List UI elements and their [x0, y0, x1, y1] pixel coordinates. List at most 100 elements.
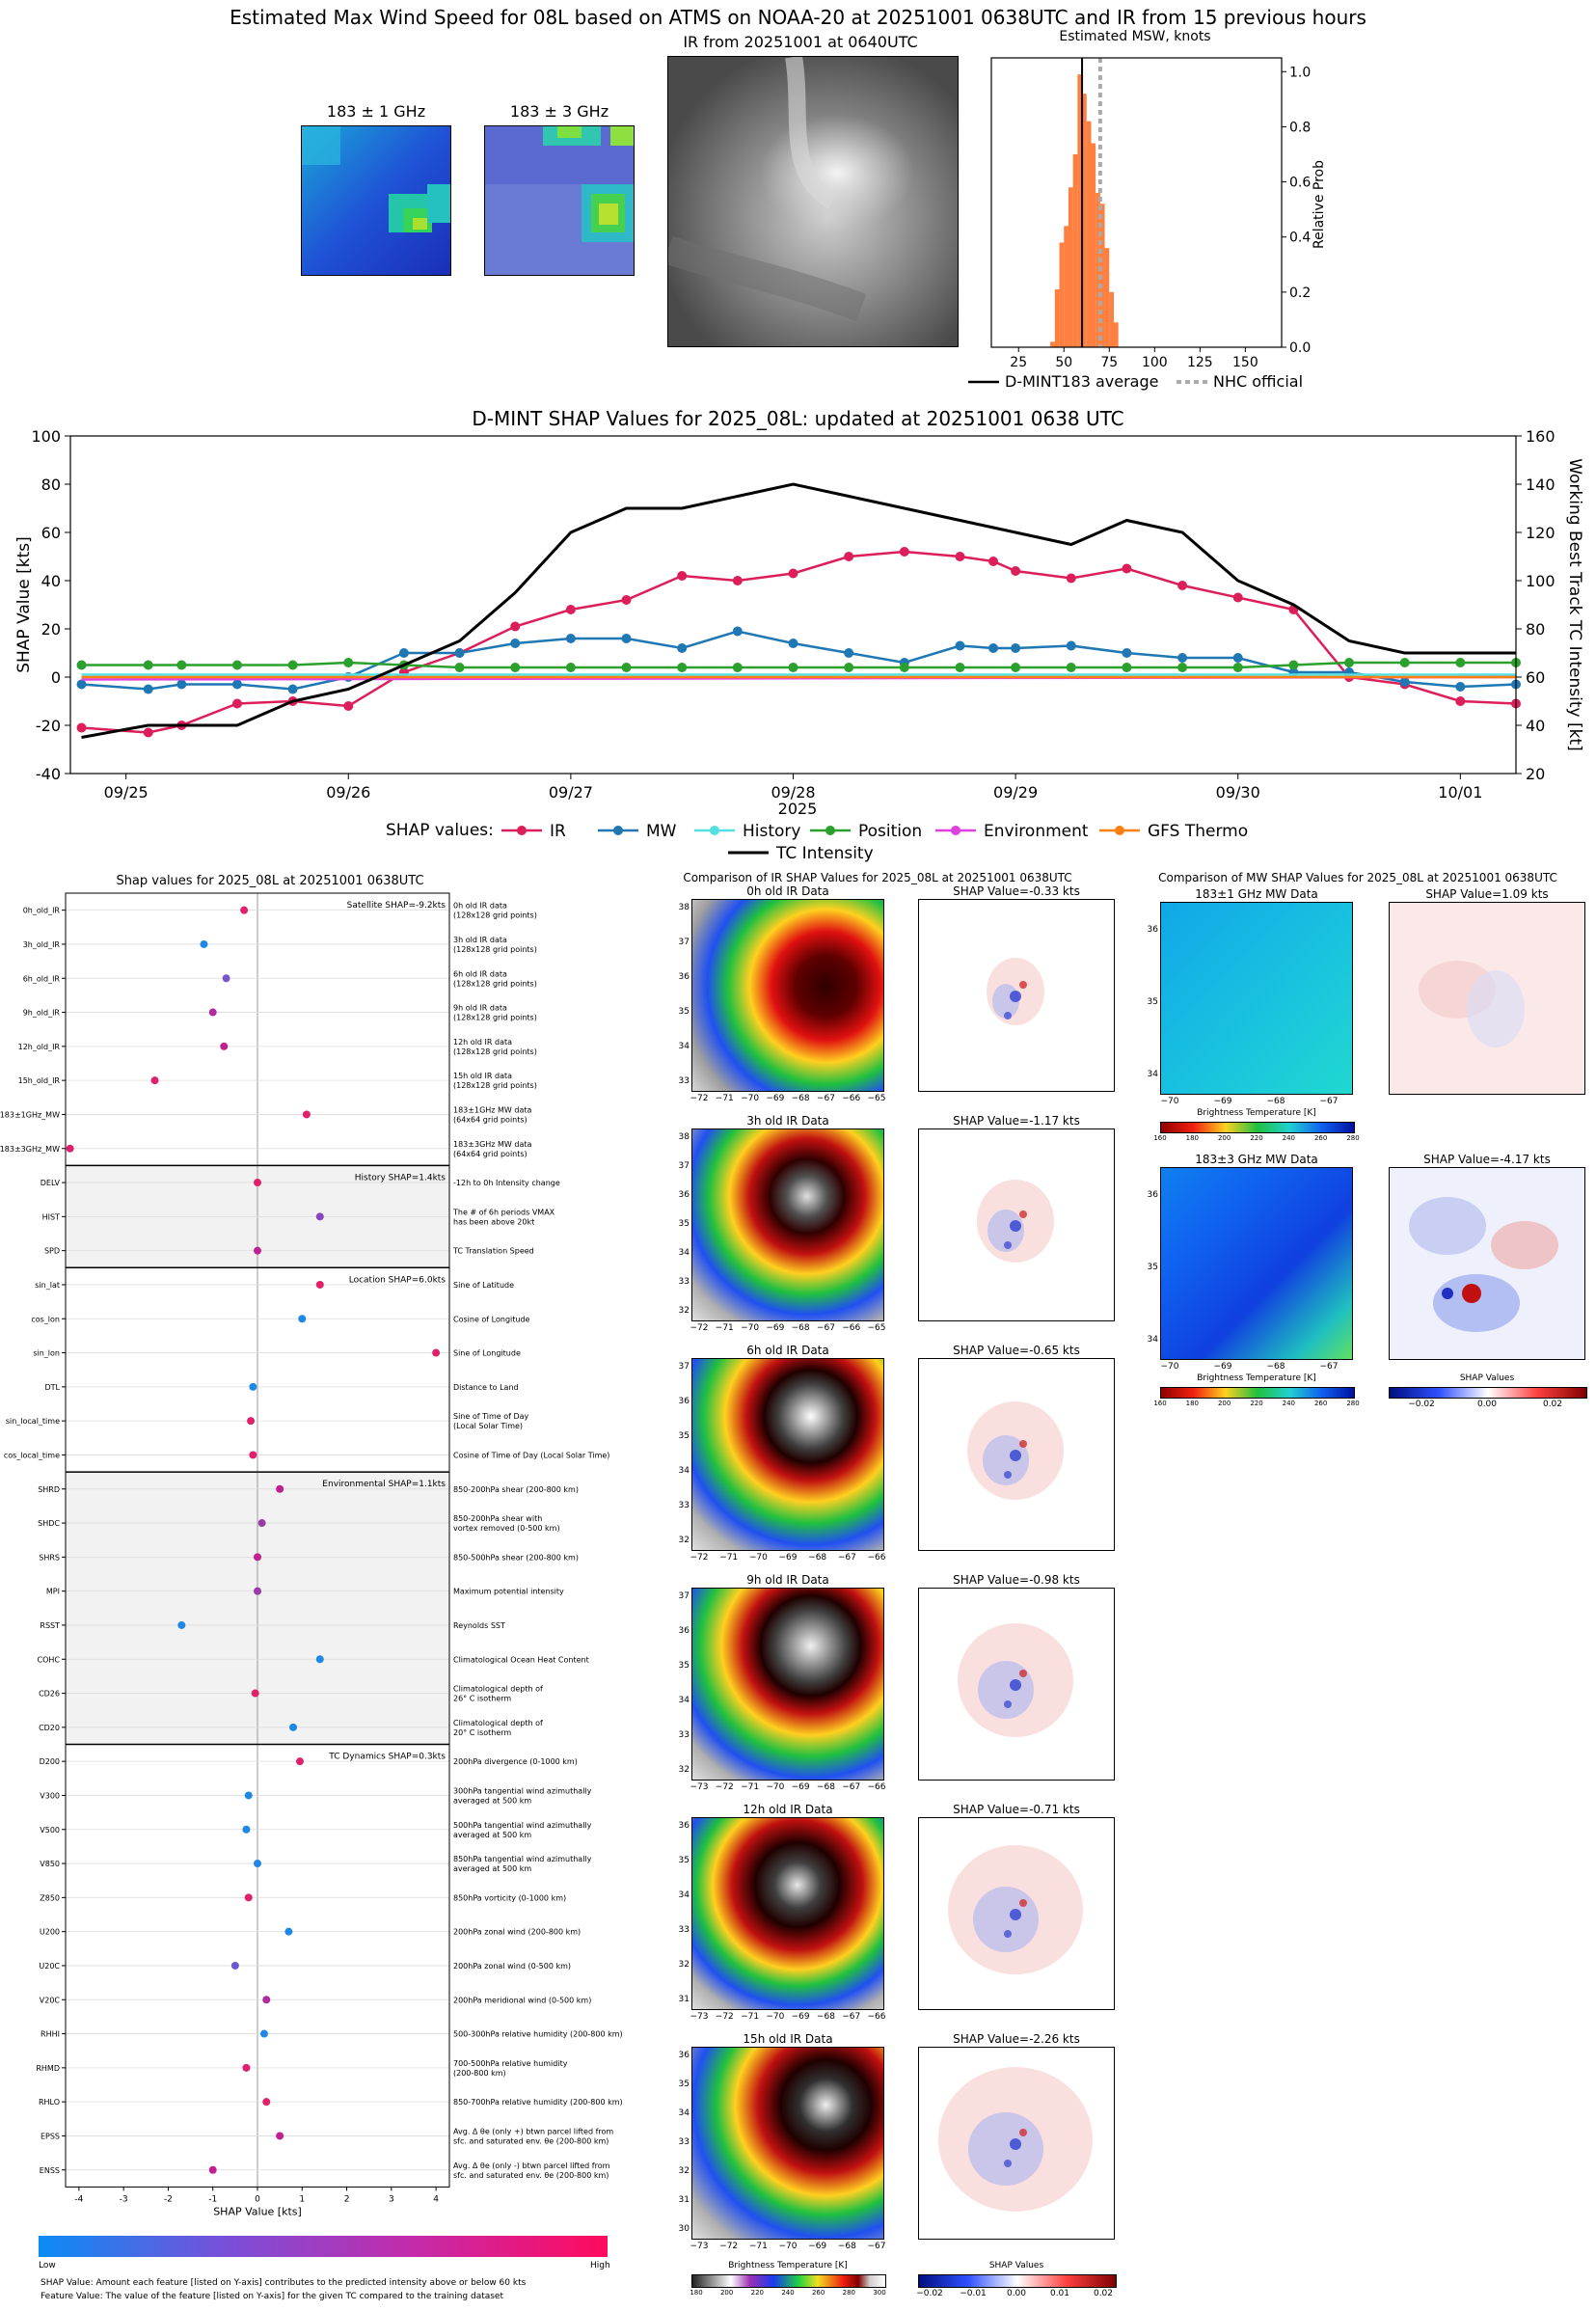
ir-shap-image	[918, 899, 1115, 1092]
ts-xtick-label: 09/28	[771, 783, 815, 802]
mw-ytick: 34	[1147, 1070, 1158, 1079]
ts-ytick-label: 100	[31, 427, 61, 446]
point-mw	[955, 640, 965, 651]
legend-marker-0	[517, 826, 527, 835]
ts-ytick-label: -40	[36, 765, 61, 783]
ir-ytick: 37	[678, 1362, 690, 1372]
hist-bar	[1082, 94, 1087, 347]
ir-shap-image	[918, 1817, 1115, 2010]
ir-shap-image	[918, 2047, 1115, 2240]
point-position	[1122, 663, 1132, 672]
point-ir	[844, 552, 854, 561]
hist-ytick-label: 0.6	[1289, 176, 1311, 191]
feature-desc: 183±3GHz MW data	[453, 1140, 531, 1149]
point-ir	[1011, 566, 1021, 576]
feature-dot	[208, 1008, 217, 1017]
ir-ytick: 34	[678, 1466, 690, 1476]
point-position	[1177, 663, 1188, 672]
ir-ytick: 33	[678, 1277, 690, 1287]
ir-ytick: 33	[678, 2137, 690, 2147]
mw-ytick: 35	[1147, 997, 1158, 1007]
mw-shap-colorbar	[1389, 1387, 1587, 1399]
ir-shap-cb-tick: −0.01	[960, 2289, 987, 2298]
ir-ytick: 31	[678, 2195, 690, 2205]
hist-ytick-label: 0.2	[1289, 285, 1311, 301]
feature-xtick-label: -2	[164, 2194, 173, 2204]
ts-y2tick-label: 120	[1526, 524, 1555, 542]
feature-dot	[249, 1451, 257, 1459]
feature-dot	[298, 1315, 307, 1323]
feature-dot	[242, 2063, 251, 2072]
feature-dot	[254, 1246, 261, 1255]
ir-shap-title: SHAP Value=-0.33 kts	[953, 884, 1080, 898]
legend-title: SHAP values:	[386, 821, 494, 840]
mw-ytick: 36	[1147, 925, 1158, 935]
feature-desc: 300hPa tangential wind azimuthally	[453, 1786, 592, 1795]
feature-desc: Avg. Δ θe (only -) btwn parcel lifted fr…	[453, 2161, 610, 2170]
ts-y2tick-label: 80	[1526, 620, 1545, 639]
ir-cb-tick: 180	[690, 2289, 703, 2297]
legend-marker-5	[1115, 826, 1124, 835]
point-mw	[1399, 677, 1410, 687]
ir-ytick: 33	[678, 1501, 690, 1510]
feature-desc: (64x64 grid points)	[453, 1150, 527, 1158]
ir-ytick: 35	[678, 1661, 690, 1671]
ir-xtick: −70	[741, 1094, 760, 1103]
hist-bar	[1086, 121, 1092, 347]
ir-xtick: −72	[715, 2012, 734, 2022]
feature-desc: 200hPa meridional wind (0-500 km)	[453, 1996, 591, 2004]
feature-desc: TC Translation Speed	[452, 1247, 534, 1256]
hist-xtick-label: 50	[1055, 355, 1072, 370]
hist-bar	[1091, 143, 1096, 347]
point-position	[176, 660, 187, 670]
feature-xlabel: SHAP Value [kts]	[213, 2205, 302, 2217]
point-ir	[76, 722, 87, 733]
legend-nhc-text: NHC official	[1213, 372, 1304, 391]
ir-ytick: 36	[678, 1626, 690, 1636]
feature-desc: has been above 20kt	[453, 1217, 534, 1226]
mw-shap-cb-tick: −0.02	[1408, 1400, 1435, 1409]
feature-name: RHMD	[36, 2064, 60, 2073]
ir-xtick: −73	[690, 2012, 709, 2022]
ir-xtick: −71	[741, 2012, 760, 2022]
ir-ytick: 36	[678, 1397, 690, 1406]
feature-desc: Reynolds SST	[453, 1621, 505, 1630]
ir-xtick: −68	[791, 1323, 810, 1333]
feature-desc: -12h to 0h Intensity change	[453, 1179, 560, 1187]
point-ir	[988, 557, 999, 566]
feature-desc: 9h old IR data	[453, 1004, 507, 1013]
series-tc-intensity	[81, 482, 1516, 739]
feature-dot	[249, 1382, 257, 1391]
shap-pattern	[958, 1623, 1073, 1737]
ir-ytick: 32	[678, 1765, 690, 1775]
mw-row-title: 183±1 GHz MW Data	[1195, 887, 1318, 901]
point-ir	[788, 568, 798, 579]
feature-name: cos_lon	[31, 1315, 60, 1323]
ir-title: IR from 20251001 at 0640UTC	[683, 33, 918, 51]
hist-bar	[1109, 291, 1114, 347]
hist-bar	[1054, 289, 1060, 347]
feature-name: 3h_old_IR	[23, 940, 61, 949]
ir-shap-image	[918, 1128, 1115, 1321]
ir-xtick: −71	[715, 1094, 734, 1103]
feature-name: V850	[40, 1860, 60, 1868]
shap-timeseries: 09/25 09/26 09/27 09/28 09/29 09/30 10/01 -40 -2…	[14, 427, 1584, 863]
mw-cb-tick: 180	[1185, 1400, 1200, 1407]
ts-y2tick-label: 60	[1526, 668, 1545, 687]
feature-desc: 0h old IR data	[453, 902, 507, 911]
hist-bar	[1072, 154, 1078, 347]
feature-xtick-label: 1	[299, 2194, 305, 2204]
point-ir	[621, 595, 632, 605]
colorbar-low: Low	[39, 2261, 56, 2270]
ir-xtick: −69	[766, 1323, 785, 1333]
feature-desc: (128x128 grid points)	[453, 1047, 537, 1056]
ir-xtick: −72	[690, 1323, 709, 1333]
hist-xtick-label: 75	[1100, 355, 1118, 370]
feature-desc: 12h old IR data	[453, 1038, 512, 1047]
ir-row-title: 3h old IR Data	[746, 1114, 829, 1128]
feature-name: 9h_old_IR	[23, 1009, 61, 1018]
point-position	[1288, 660, 1299, 670]
point-mw	[76, 679, 87, 690]
mw-data-image	[1160, 902, 1353, 1095]
ir-cb-tick: 220	[750, 2289, 765, 2297]
